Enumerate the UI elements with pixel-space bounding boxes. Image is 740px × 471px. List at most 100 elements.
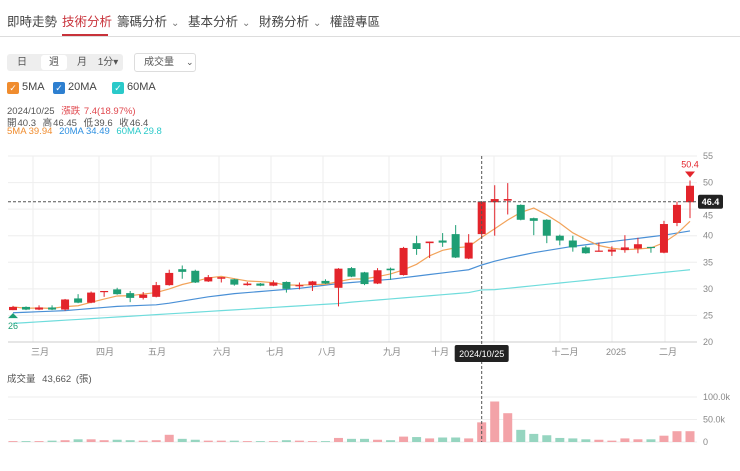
- volume-bar: [268, 441, 278, 442]
- tab-label: 財務分析: [259, 15, 310, 29]
- info-line-1: 2024/10/25 漲跌 7.4(18.97%): [7, 103, 140, 117]
- candle-body: [178, 269, 187, 272]
- volume-bar: [685, 431, 695, 442]
- volume-bar: [490, 401, 500, 442]
- candle-body: [438, 240, 447, 243]
- candle-body: [243, 283, 252, 286]
- month-label: 五月: [148, 347, 166, 357]
- ma5-line: [12, 207, 691, 309]
- candle-body: [672, 204, 681, 223]
- crosshair-date-box: [454, 345, 509, 362]
- candle-body: [152, 285, 161, 297]
- period-minute-dropdown[interactable]: 1分▾: [97, 57, 119, 68]
- candle-body: [113, 289, 122, 295]
- volume-bar: [73, 439, 83, 442]
- candle-body: [61, 299, 70, 310]
- candle-body: [230, 279, 239, 285]
- candle-body: [35, 307, 44, 310]
- close-label: 收: [119, 118, 129, 129]
- period-week[interactable]: 週: [41, 55, 67, 70]
- month-label: 三月: [31, 347, 49, 357]
- ma5-checkbox[interactable]: ✓: [7, 82, 19, 94]
- volume-bar: [399, 436, 409, 442]
- ma5-value: 5MA 39.94: [7, 126, 53, 137]
- volume-bar: [333, 437, 343, 442]
- low-label: 低: [83, 118, 94, 129]
- candle-body: [217, 277, 226, 279]
- info-line-2: 開40.3 高46.45 低39.6 收46.4: [7, 115, 152, 129]
- volume-bar: [659, 435, 669, 442]
- candle-body: [321, 280, 330, 284]
- candle-body: [334, 268, 343, 288]
- volume-bar: [464, 438, 474, 442]
- volume-bar: [503, 413, 513, 442]
- period-month[interactable]: 月: [77, 57, 87, 68]
- tab-technical[interactable]: 技術分析: [62, 15, 113, 29]
- chevron-down-icon: ⌄: [313, 18, 322, 29]
- volume-bar: [112, 439, 122, 442]
- candle-body: [139, 294, 148, 298]
- candle-body: [165, 272, 174, 286]
- volume-bar: [438, 437, 448, 442]
- volume-bar: [672, 431, 682, 442]
- ma20-checkbox[interactable]: ✓: [53, 82, 65, 94]
- volume-label: 成交量: [7, 374, 36, 385]
- candle-body: [282, 281, 291, 289]
- active-tab-indicator: [62, 34, 108, 36]
- candle-body: [74, 298, 83, 303]
- candle-body: [620, 247, 629, 251]
- indicator-dropdown[interactable]: 成交量 ⌄: [134, 53, 196, 72]
- month-label: 八月: [318, 347, 336, 357]
- close-value: 46.4: [129, 118, 149, 129]
- candle-body: [191, 270, 200, 283]
- main-tabs: 即時走勢 技術分析 籌碼分析 ⌄ 基本分析 ⌄ 財務分析 ⌄ 權證專區: [0, 0, 740, 37]
- volume-bar: [360, 438, 370, 442]
- high-value: 46.45: [53, 118, 77, 129]
- volume-bar: [373, 439, 383, 442]
- volume-bar: [542, 435, 552, 442]
- tab-fundamental[interactable]: 基本分析 ⌄: [188, 11, 250, 30]
- volume-bar: [8, 441, 18, 442]
- tab-chips[interactable]: 籌碼分析 ⌄: [117, 11, 179, 30]
- candle-body: [22, 306, 31, 310]
- volume-bar: [229, 440, 239, 442]
- ma20-line: [12, 230, 691, 314]
- volume-bar: [151, 440, 161, 442]
- volume-bar: [568, 438, 578, 442]
- volume-bar: [281, 440, 291, 442]
- volume-bar: [607, 440, 617, 442]
- low-value: 39.6: [94, 118, 113, 129]
- candle-body: [412, 243, 421, 249]
- ma60-checkbox[interactable]: ✓: [112, 82, 124, 94]
- candle-body: [490, 199, 499, 203]
- volume-bar: [86, 439, 96, 442]
- indicator-label: 成交量: [144, 57, 174, 68]
- candle-body: [126, 293, 135, 298]
- candle-body: [399, 247, 408, 276]
- period-day[interactable]: 日: [17, 57, 27, 68]
- volume-bar: [21, 441, 31, 442]
- month-label: 二月: [659, 347, 677, 357]
- volume-tick-label: 50.0k: [703, 415, 726, 425]
- volume-bar: [203, 440, 213, 442]
- ma20-label: 20MA: [68, 81, 97, 93]
- month-label: 2025: [606, 347, 626, 357]
- volume-bar: [99, 440, 109, 442]
- high-label: 高: [42, 118, 53, 129]
- ma20-value: 20MA 34.49: [59, 126, 110, 137]
- info-date: 2024/10/25: [7, 106, 55, 117]
- candle-body: [516, 204, 525, 220]
- price-tick-label: 35: [703, 257, 713, 267]
- candle-body: [542, 219, 551, 236]
- chevron-down-icon: ⌄: [242, 18, 251, 29]
- tab-financial[interactable]: 財務分析 ⌄: [259, 11, 321, 30]
- info-change: 7.4(18.97%): [83, 106, 136, 117]
- crosshair-price-box: [698, 194, 723, 209]
- candle-body: [347, 268, 356, 277]
- candle-body: [48, 307, 57, 310]
- volume-bar: [242, 441, 252, 442]
- tab-warrants[interactable]: 權證專區: [330, 15, 381, 29]
- candle-body: [581, 247, 590, 254]
- tab-realtime[interactable]: 即時走勢: [7, 15, 58, 29]
